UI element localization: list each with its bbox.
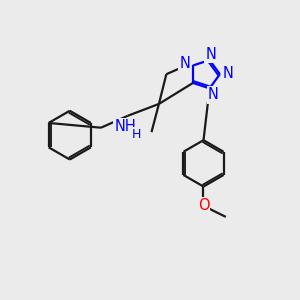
Text: N: N	[208, 87, 219, 102]
Text: H: H	[131, 128, 141, 141]
Text: N: N	[223, 66, 234, 81]
Text: N: N	[179, 56, 190, 70]
Text: NH: NH	[115, 119, 136, 134]
Text: O: O	[198, 198, 209, 213]
Text: N: N	[205, 46, 216, 62]
